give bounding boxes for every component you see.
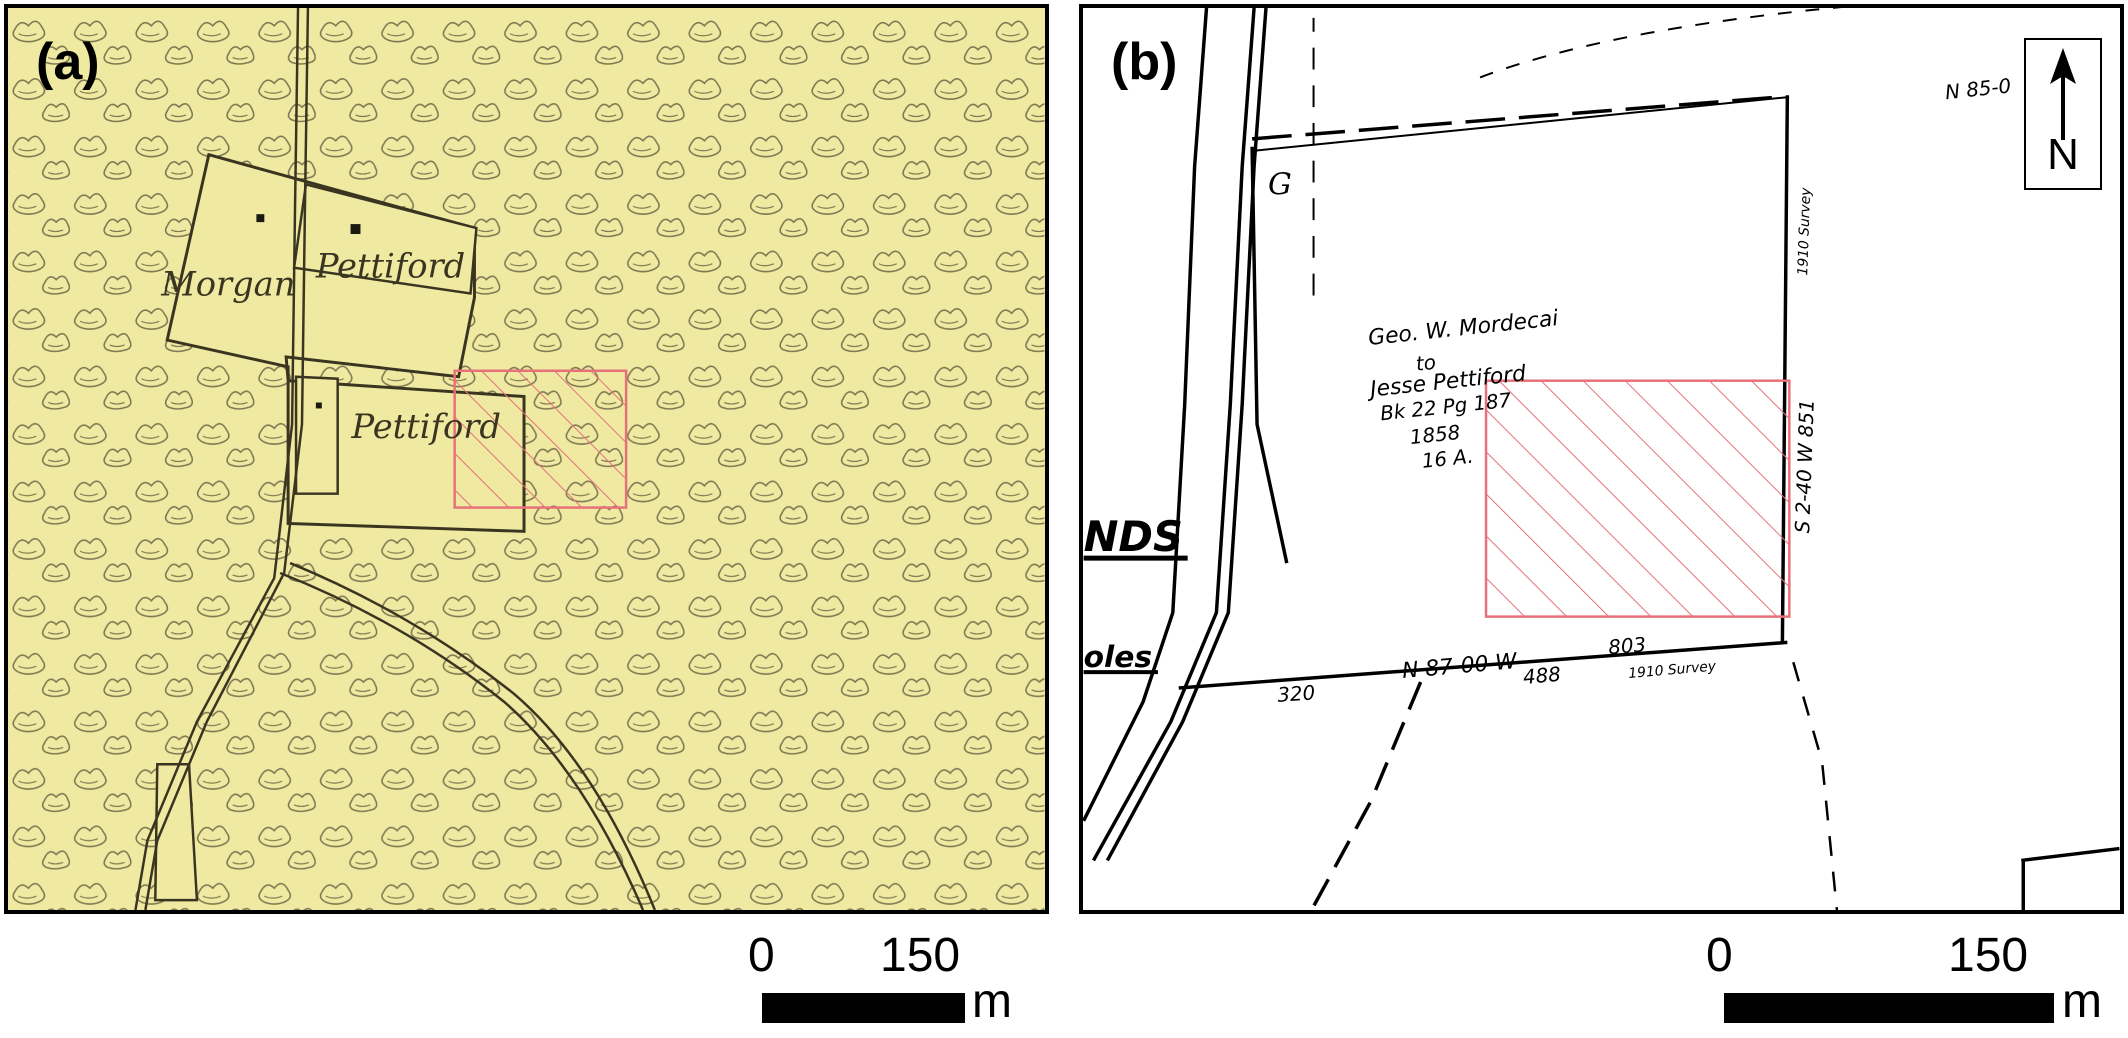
annotation-bearing-east: S 2-40 W 851	[1791, 399, 1819, 534]
scale-bar-a: 0 150 m	[740, 928, 1040, 1038]
map-panel-b: Geo. W. Mordecai to Jesse Pettiford Bk 2…	[1079, 4, 2124, 914]
annotation-year: 1858	[1409, 421, 1462, 449]
north-arrow: N	[2024, 38, 2102, 190]
annotation-survey-east: 1910 Survey	[1795, 187, 1814, 276]
scale-a-end: 150	[880, 929, 961, 982]
label-morgan: Morgan	[160, 264, 295, 303]
roads	[134, 8, 657, 910]
annotation-survey-south: 1910 Survey	[1628, 658, 1718, 682]
panel-label-a: (a)	[36, 33, 100, 91]
annotation-distance-803: 803	[1607, 633, 1647, 659]
scale-a-start: 0	[748, 929, 775, 982]
north-letter: N	[2047, 130, 2079, 179]
annotation-bearing-south: N 87-00 W	[1401, 649, 1519, 684]
annotation-poles: oles	[1084, 640, 1152, 675]
annotation-letter-g: G	[1268, 167, 1292, 202]
annotation-distance-488: 488	[1522, 663, 1562, 689]
highlighted-parcel-a	[453, 369, 628, 509]
annotation-bearing-north: N 85-0	[1944, 74, 2012, 104]
annotation-to: to	[1415, 351, 1437, 376]
label-pettiford-2: Pettiford	[351, 407, 501, 446]
historic-map-a: Morgan Pettiford Pettiford	[8, 8, 1045, 910]
highlighted-parcel-b	[1484, 379, 1791, 618]
scale-a-bar	[762, 993, 965, 1023]
annotation-grantor: Geo. W. Mordecai	[1367, 306, 1559, 351]
scale-a-unit: m	[972, 975, 1012, 1028]
annotation-distance-320: 320	[1277, 681, 1316, 707]
scale-b-bar	[1724, 993, 2054, 1023]
map-panel-a: Morgan Pettiford Pettiford (a)	[4, 4, 1049, 914]
survey-lines	[1083, 8, 2120, 910]
scale-bar-b: 0 150 m	[1700, 928, 2120, 1038]
annotation-acres: 16 A.	[1421, 445, 1475, 473]
scale-b-start: 0	[1706, 929, 1733, 982]
annotation-lands: NDS	[1084, 512, 1183, 561]
scale-b-end: 150	[1948, 929, 2029, 982]
scale-b-unit: m	[2062, 975, 2102, 1028]
parcel-outlines	[154, 152, 526, 902]
north-arrow-icon	[2050, 48, 2076, 140]
panel-label-b: (b)	[1111, 33, 1178, 91]
survey-plat-b: Geo. W. Mordecai to Jesse Pettiford Bk 2…	[1083, 8, 2120, 910]
label-pettiford-1: Pettiford	[315, 247, 465, 286]
